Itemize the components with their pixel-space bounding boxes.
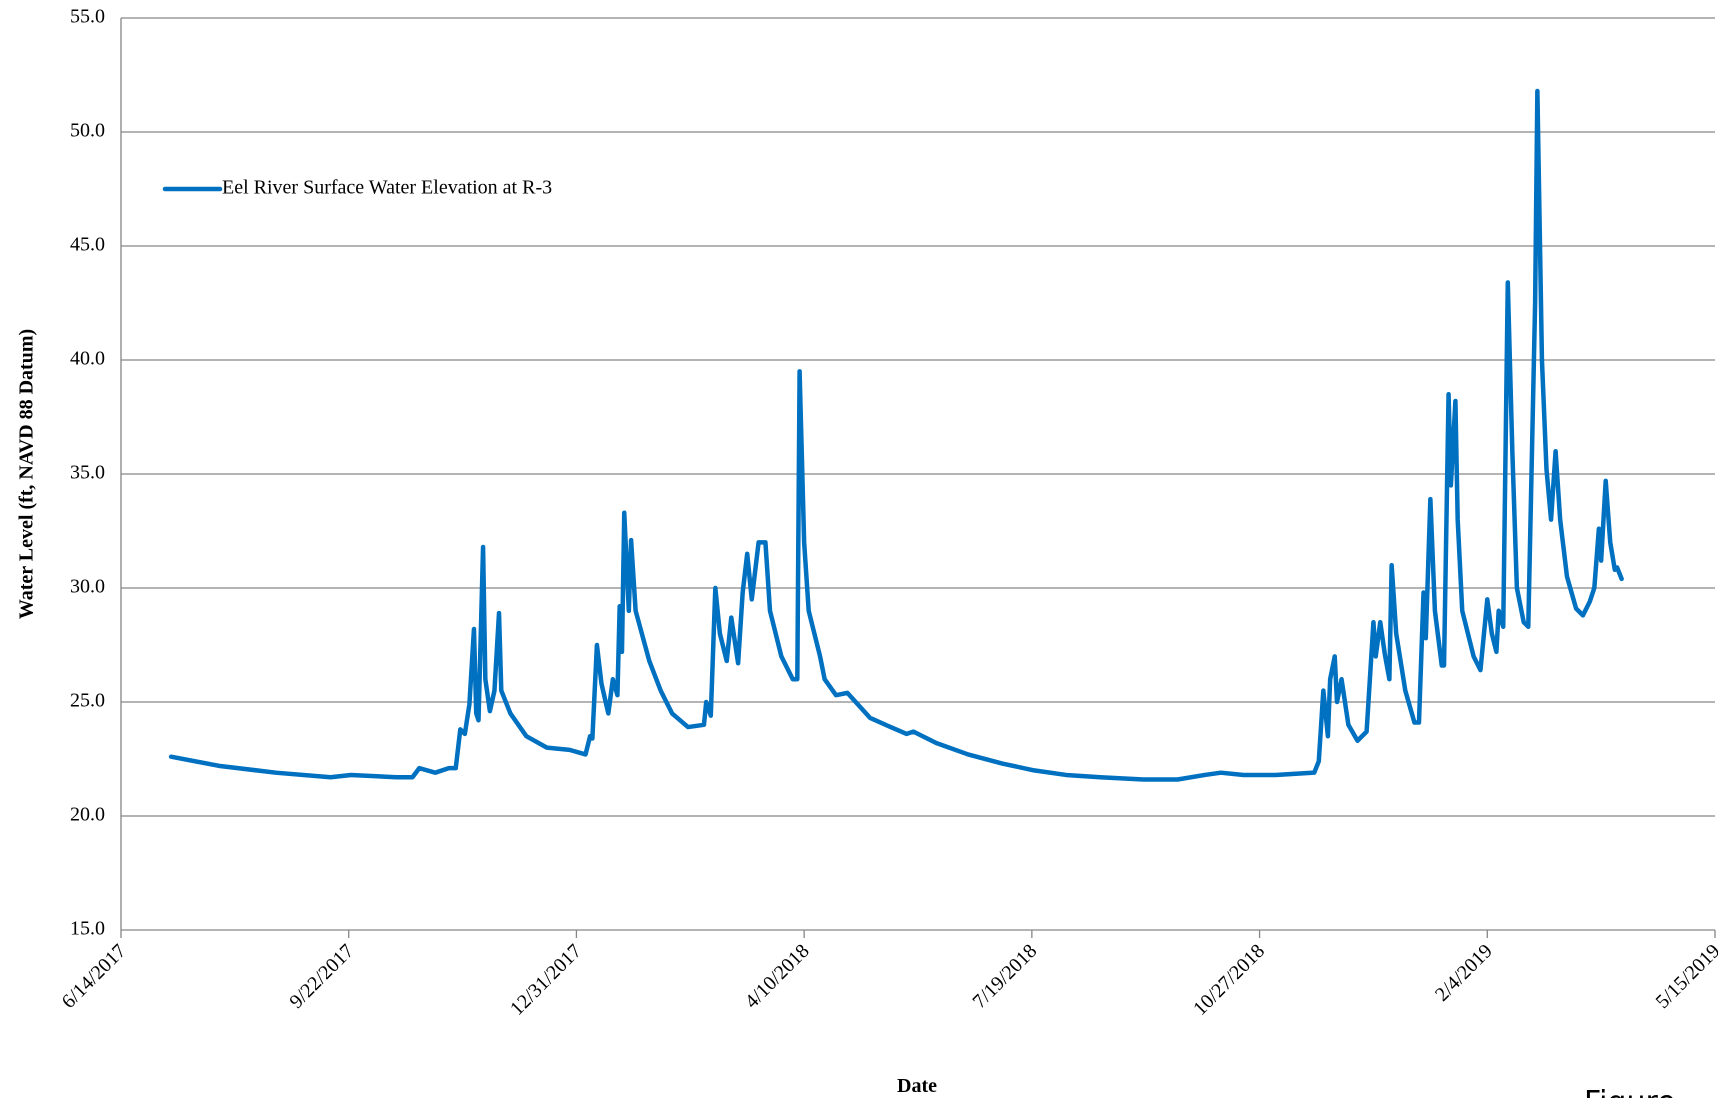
y-tick-label: 40.0: [70, 348, 105, 370]
x-tick-label: 9/22/2017: [285, 940, 358, 1013]
y-tick-label: 45.0: [70, 234, 105, 256]
y-tick-label: 25.0: [70, 690, 105, 712]
x-tick-label: 2/4/2019: [1431, 940, 1497, 1006]
x-tick-label: 5/15/2019: [1652, 940, 1718, 1013]
x-tick-label: 4/10/2018: [741, 940, 814, 1013]
y-tick-label: 15.0: [70, 918, 105, 940]
x-tick-label: 7/19/2018: [968, 940, 1041, 1013]
y-axis-label: Water Level (ft, NAVD 88 Datum): [16, 329, 38, 619]
x-tick-label: 10/27/2018: [1189, 940, 1269, 1020]
legend-label: Eel River Surface Water Elevation at R-3: [222, 177, 552, 199]
y-tick-label: 20.0: [70, 804, 105, 826]
y-tick-label: 30.0: [70, 576, 105, 598]
x-tick-label: 6/14/2017: [58, 940, 131, 1013]
y-tick-label: 35.0: [70, 462, 105, 484]
x-axis-label: Date: [897, 1075, 937, 1097]
x-tick-label: 12/31/2017: [506, 940, 586, 1020]
series-line: [168, 88, 1624, 782]
y-tick-label: 55.0: [70, 6, 105, 28]
y-tick-label: 50.0: [70, 120, 105, 142]
figure-label: Figure: [1584, 1085, 1676, 1098]
